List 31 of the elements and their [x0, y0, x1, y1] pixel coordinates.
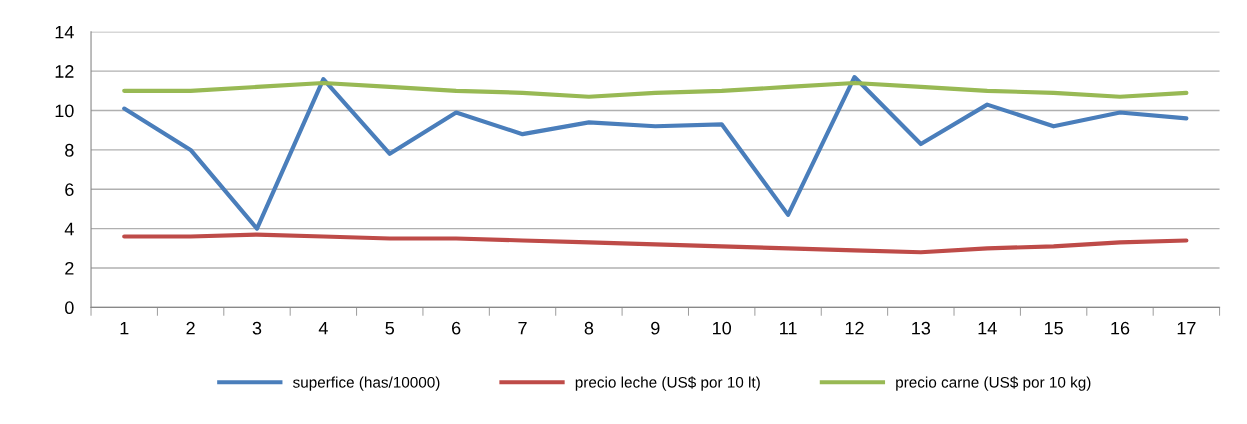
x-tick-label: 13	[912, 321, 931, 335]
y-tick-label: 8	[65, 143, 74, 157]
y-tick-label: 6	[65, 183, 74, 197]
x-tick-label: 1	[120, 321, 129, 335]
y-tick-label: 12	[55, 65, 74, 78]
legend-label: superfice (has/10000)	[293, 376, 440, 391]
x-tick-label: 3	[252, 321, 262, 335]
x-tick-label: 7	[518, 321, 527, 335]
y-tick-label: 10	[55, 104, 74, 118]
x-tick-label: 4	[318, 321, 328, 335]
y-tick-label: 14	[55, 25, 74, 39]
x-tick-label: 2	[186, 321, 195, 335]
x-tick-label: 9	[651, 321, 660, 335]
x-tick-label: 5	[385, 321, 395, 335]
x-tick-label: 10	[713, 321, 732, 335]
x-tick-label: 6	[452, 321, 461, 335]
x-tick-label: 17	[1177, 321, 1196, 335]
line-series	[122, 74, 1189, 231]
x-tick-label: 14	[978, 321, 997, 335]
y-tick-label: 2	[65, 261, 74, 275]
line-series	[122, 232, 1189, 255]
y-tick-label: 0	[65, 301, 74, 315]
legend-label: precio leche (US$ por 10 lt)	[575, 376, 760, 391]
line-series	[122, 80, 1189, 99]
x-tick-label: 11	[780, 321, 797, 335]
x-tick-label: 16	[1111, 321, 1130, 335]
legend-label: precio carne (US$ por 10 kg)	[896, 376, 1091, 391]
x-tick-label: 8	[584, 321, 594, 335]
x-tick-label: 15	[1044, 321, 1063, 335]
x-tick-label: 12	[845, 321, 864, 335]
y-tick-label: 4	[64, 222, 74, 236]
